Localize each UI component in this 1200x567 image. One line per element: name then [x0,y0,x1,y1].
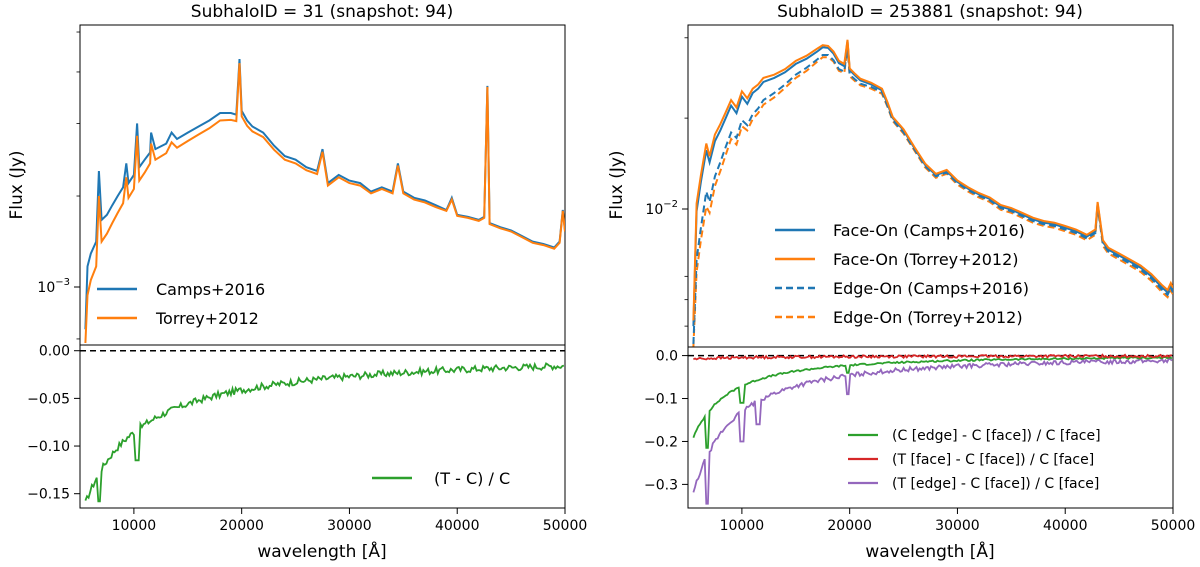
right-xtick-label-4: 50000 [1151,518,1196,534]
left-top-ylabel: Flux (Jy) [7,150,27,219]
right-legend-label-face-torrey: Face-On (Torrey+2012) [833,250,1019,269]
left-legend-label-torrey: Torrey+2012 [155,309,259,328]
right-top-ylabel: Flux (Jy) [607,150,627,219]
left-xtick-label-3: 40000 [435,518,480,534]
left-xtick-label-1: 20000 [219,518,264,534]
right-top-series-edge-camps-line [692,45,1173,344]
right-top-ytick-label: 10−2 [645,199,678,218]
left-bottom-ytick-label-0: 0.00 [39,344,70,360]
left-bottom-legend: (T - C) / C [372,469,510,488]
left-top-ytick-label: 10−3 [37,277,70,296]
right-bottom-ytick-label-1: −0.1 [644,392,678,408]
left-panel: SubhaloID = 31 (snapshot: 94) 10−3 Flux … [7,2,587,562]
right-panel: SubhaloID = 253881 (snapshot: 94) 10−2 F… [607,2,1195,562]
right-top-legend: Face-On (Camps+2016) Face-On (Torrey+201… [775,221,1029,327]
left-legend-label-camps: Camps+2016 [156,280,265,299]
left-bottom-legend-label: (T - C) / C [434,469,510,488]
left-bottom-yticks: 0.00 −0.05 −0.10 −0.15 [27,344,80,503]
left-bottom-ratio-line [84,361,565,503]
right-bottom-ytick-label-0: 0.0 [656,349,678,365]
left-xtick-label-2: 30000 [327,518,372,534]
left-xtick-label-0: 10000 [112,518,157,534]
left-bottom-xticks: 10000 20000 30000 40000 50000 [112,508,588,534]
right-xtick-label-1: 20000 [827,518,872,534]
right-top-series-face-torrey-line [692,39,1173,321]
left-bottom-ytick-label-2: −0.10 [27,439,70,455]
right-bottom-xticks: 10000 20000 30000 40000 50000 [720,508,1196,534]
right-bottom-ytick-label-2: −0.2 [644,434,678,450]
right-xtick-label-3: 40000 [1043,518,1088,534]
right-bottom-yticks: 0.0 −0.1 −0.2 −0.3 [644,349,688,493]
right-xtick-label-0: 10000 [720,518,765,534]
left-bottom-axes [79,344,566,509]
right-bottom-ratio-t-edge-line [692,357,1173,505]
right-top-series-edge-torrey-line [692,47,1173,347]
right-bottom-ytick-label-3: −0.3 [644,477,678,493]
right-bottom-ratio-t-face-line [692,353,1172,361]
right-legend-label-face-camps: Face-On (Camps+2016) [833,221,1025,240]
right-bottom-legend-label-t-edge: (T [edge] - C [face]) / C [face] [892,476,1099,492]
left-bottom-ytick-label-1: −0.05 [27,391,70,407]
left-bottom-ytick-label-3: −0.15 [27,487,70,503]
right-top-minor-ticks [684,37,688,327]
right-bottom-ratio-c-edge-line [692,356,1173,449]
left-chart-title: SubhaloID = 31 (snapshot: 94) [191,2,453,22]
right-bottom-axes [687,346,1174,509]
right-chart-title: SubhaloID = 253881 (snapshot: 94) [777,2,1083,22]
right-legend-label-edge-torrey: Edge-On (Torrey+2012) [833,308,1023,327]
right-bottom-legend-label-t-face: (T [face] - C [face]) / C [face] [892,452,1094,468]
left-xlabel: wavelength [Å] [257,540,386,562]
right-xlabel: wavelength [Å] [865,540,994,562]
right-xtick-label-2: 30000 [935,518,980,534]
right-legend-label-edge-camps: Edge-On (Camps+2016) [833,279,1029,298]
right-top-axes [687,24,1174,348]
left-top-minor-ticks [76,31,80,340]
right-bottom-legend: (C [edge] - C [face]) / C [face] (T [fac… [848,428,1101,492]
left-xtick-label-4: 50000 [543,518,588,534]
left-top-series-torrey-line [84,63,565,344]
left-top-axes [79,24,566,346]
right-bottom-legend-label-c-edge: (C [edge] - C [face]) / C [face] [892,428,1101,444]
left-top-legend: Camps+2016 Torrey+2012 [97,280,265,328]
